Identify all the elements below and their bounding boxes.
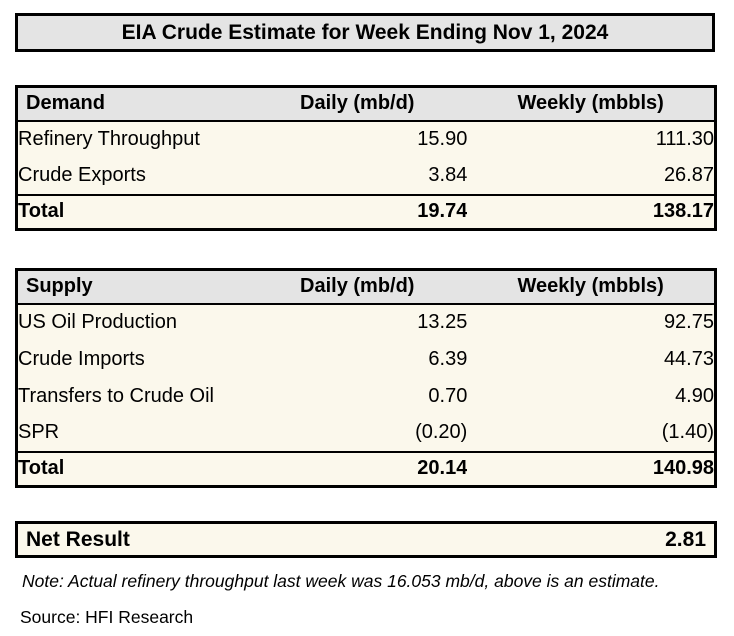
demand-table: Demand Daily (mb/d) Weekly (mbbls) Refin… — [15, 85, 717, 231]
demand-header-item: Demand — [16, 86, 248, 122]
table-row: Crude Imports 6.39 44.73 — [16, 340, 716, 378]
weekly-value: 26.87 — [663, 164, 714, 186]
weekly-value: 44.73 — [663, 347, 714, 370]
daily-value: 15.90 — [417, 128, 468, 150]
table-row: US Oil Production 13.25 92.75 — [16, 303, 716, 341]
net-result-label: Net Result — [26, 527, 130, 551]
source-text: Source: HFI Research — [20, 607, 194, 627]
weekly-value: (1.40) — [661, 421, 714, 443]
demand-header-daily: Daily (mb/d) — [247, 86, 468, 122]
daily-value: 3.84 — [428, 164, 468, 186]
supply-table-wrap: Supply Daily (mb/d) Weekly (mbbls) US Oi… — [15, 268, 717, 488]
supply-table: Supply Daily (mb/d) Weekly (mbbls) US Oi… — [15, 268, 717, 488]
table-row: Refinery Throughput 15.90 111.30 — [16, 120, 716, 158]
daily-value: 13.25 — [417, 311, 468, 333]
supply-header-weekly: Weekly (mbbls) — [467, 269, 716, 305]
report-title-box: EIA Crude Estimate for Week Ending Nov 1… — [15, 13, 715, 52]
daily-value: 0.70 — [428, 384, 468, 407]
total-weekly-value: 140.98 — [467, 450, 716, 487]
weekly-value: 92.75 — [663, 311, 714, 333]
daily-value: (0.20) — [415, 421, 468, 443]
table-row: SPR (0.20) (1.40) — [16, 414, 716, 452]
weekly-value: 111.30 — [655, 128, 714, 150]
row-label: Refinery Throughput — [18, 128, 200, 150]
table-row: Transfers to Crude Oil 0.70 4.90 — [16, 377, 716, 415]
row-label: Crude Exports — [18, 164, 146, 186]
row-label: Transfers to Crude Oil — [18, 384, 214, 407]
supply-header-daily: Daily (mb/d) — [247, 269, 468, 305]
demand-header-row: Demand Daily (mb/d) Weekly (mbbls) — [16, 86, 716, 122]
net-result-bar: Net Result 2.81 — [15, 521, 717, 558]
note-text: Note: Actual refinery throughput last we… — [22, 571, 660, 591]
net-result-value: 2.81 — [665, 527, 706, 551]
total-daily-value: 20.14 — [247, 450, 468, 487]
total-daily-value: 19.74 — [247, 193, 468, 230]
table-row: Crude Exports 3.84 26.87 — [16, 157, 716, 195]
weekly-value: 4.90 — [675, 384, 714, 407]
total-label: Total — [16, 193, 248, 230]
total-weekly-value: 138.17 — [467, 193, 716, 230]
report-title: EIA Crude Estimate for Week Ending Nov 1… — [121, 21, 609, 44]
demand-header-weekly: Weekly (mbbls) — [467, 86, 716, 122]
row-label: US Oil Production — [18, 311, 177, 333]
total-label: Total — [16, 450, 248, 487]
demand-table-wrap: Demand Daily (mb/d) Weekly (mbbls) Refin… — [15, 85, 717, 231]
supply-header-item: Supply — [16, 269, 248, 305]
row-label: Crude Imports — [18, 347, 145, 370]
supply-total-row: Total 20.14 140.98 — [16, 450, 716, 487]
demand-total-row: Total 19.74 138.17 — [16, 193, 716, 230]
row-label: SPR — [18, 421, 60, 443]
daily-value: 6.39 — [428, 347, 468, 370]
supply-header-row: Supply Daily (mb/d) Weekly (mbbls) — [16, 269, 716, 305]
